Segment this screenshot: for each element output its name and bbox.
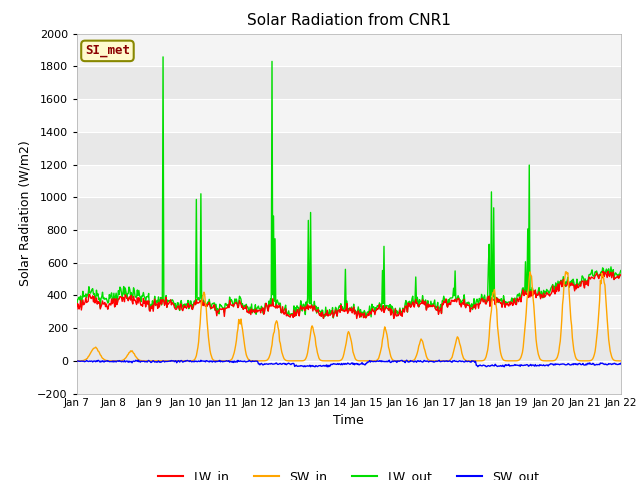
Bar xyxy=(77,295,621,328)
Line: LW_in: LW_in xyxy=(77,271,621,319)
LW_in xyxy=(604,268,612,274)
LW_in xyxy=(416,302,424,308)
SW_in xyxy=(431,358,439,364)
LW_in xyxy=(223,305,230,311)
LW_out xyxy=(159,54,167,60)
Bar xyxy=(77,361,621,394)
SW_in xyxy=(145,358,153,364)
Y-axis label: Solar Radiation (W/m2): Solar Radiation (W/m2) xyxy=(19,141,32,287)
SW_in xyxy=(195,339,202,345)
Line: LW_out: LW_out xyxy=(77,57,621,318)
SW_out xyxy=(433,358,440,364)
SW_in xyxy=(139,358,147,364)
SW_in xyxy=(416,341,424,347)
SW_out xyxy=(73,358,81,364)
LW_in xyxy=(353,316,360,322)
SW_out xyxy=(323,364,331,370)
Bar xyxy=(77,99,621,132)
Line: SW_in: SW_in xyxy=(77,272,621,361)
SW_out xyxy=(195,358,202,364)
SW_out xyxy=(134,357,142,363)
Bar xyxy=(77,165,621,197)
Title: Solar Radiation from CNR1: Solar Radiation from CNR1 xyxy=(247,13,451,28)
LW_out xyxy=(73,303,81,309)
Line: SW_out: SW_out xyxy=(77,360,621,367)
LW_in xyxy=(73,306,81,312)
LW_out xyxy=(83,295,90,300)
LW_in xyxy=(139,303,147,309)
LW_in xyxy=(431,306,439,312)
Bar xyxy=(77,34,621,66)
SW_in xyxy=(223,358,231,364)
SW_in xyxy=(73,358,81,364)
SW_in xyxy=(617,358,625,364)
SW_out xyxy=(417,358,424,363)
LW_out xyxy=(617,268,625,274)
LW_out xyxy=(139,293,147,299)
Text: SI_met: SI_met xyxy=(85,44,130,58)
SW_out xyxy=(223,359,231,364)
SW_in xyxy=(83,356,90,361)
SW_out xyxy=(83,358,90,363)
SW_out xyxy=(617,360,625,366)
LW_in xyxy=(617,272,625,278)
Bar xyxy=(77,230,621,263)
LW_out xyxy=(195,295,202,300)
LW_out xyxy=(417,299,424,305)
LW_out xyxy=(223,303,231,309)
SW_in xyxy=(563,269,570,275)
LW_out xyxy=(319,315,327,321)
X-axis label: Time: Time xyxy=(333,414,364,427)
Legend: LW_in, SW_in, LW_out, SW_out: LW_in, SW_in, LW_out, SW_out xyxy=(154,465,544,480)
LW_in xyxy=(194,300,202,306)
LW_out xyxy=(433,304,440,310)
SW_out xyxy=(140,358,147,364)
LW_in xyxy=(83,300,90,305)
